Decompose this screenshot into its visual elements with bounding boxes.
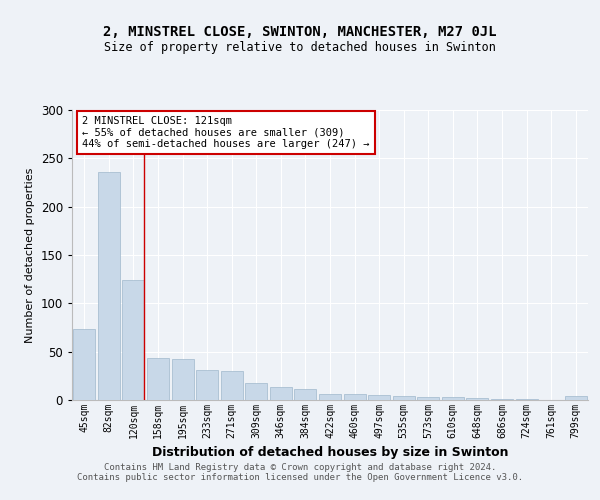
Bar <box>245 382 268 400</box>
Bar <box>196 370 218 400</box>
Bar <box>73 330 95 400</box>
X-axis label: Distribution of detached houses by size in Swinton: Distribution of detached houses by size … <box>152 446 508 460</box>
Bar <box>172 360 194 400</box>
Bar <box>270 388 292 400</box>
Text: 2, MINSTREL CLOSE, SWINTON, MANCHESTER, M27 0JL: 2, MINSTREL CLOSE, SWINTON, MANCHESTER, … <box>103 26 497 40</box>
Bar <box>98 172 120 400</box>
Bar <box>221 371 243 400</box>
Text: Size of property relative to detached houses in Swinton: Size of property relative to detached ho… <box>104 41 496 54</box>
Bar <box>392 396 415 400</box>
Bar <box>466 398 488 400</box>
Text: Contains HM Land Registry data © Crown copyright and database right 2024.
Contai: Contains HM Land Registry data © Crown c… <box>77 463 523 482</box>
Bar <box>319 394 341 400</box>
Bar <box>368 395 390 400</box>
Bar <box>147 358 169 400</box>
Bar <box>344 394 365 400</box>
Bar <box>442 397 464 400</box>
Text: 2 MINSTREL CLOSE: 121sqm
← 55% of detached houses are smaller (309)
44% of semi-: 2 MINSTREL CLOSE: 121sqm ← 55% of detach… <box>82 116 370 149</box>
Y-axis label: Number of detached properties: Number of detached properties <box>25 168 35 342</box>
Bar <box>515 399 538 400</box>
Bar <box>491 399 513 400</box>
Bar <box>565 396 587 400</box>
Bar <box>122 280 145 400</box>
Bar <box>295 390 316 400</box>
Bar <box>417 397 439 400</box>
